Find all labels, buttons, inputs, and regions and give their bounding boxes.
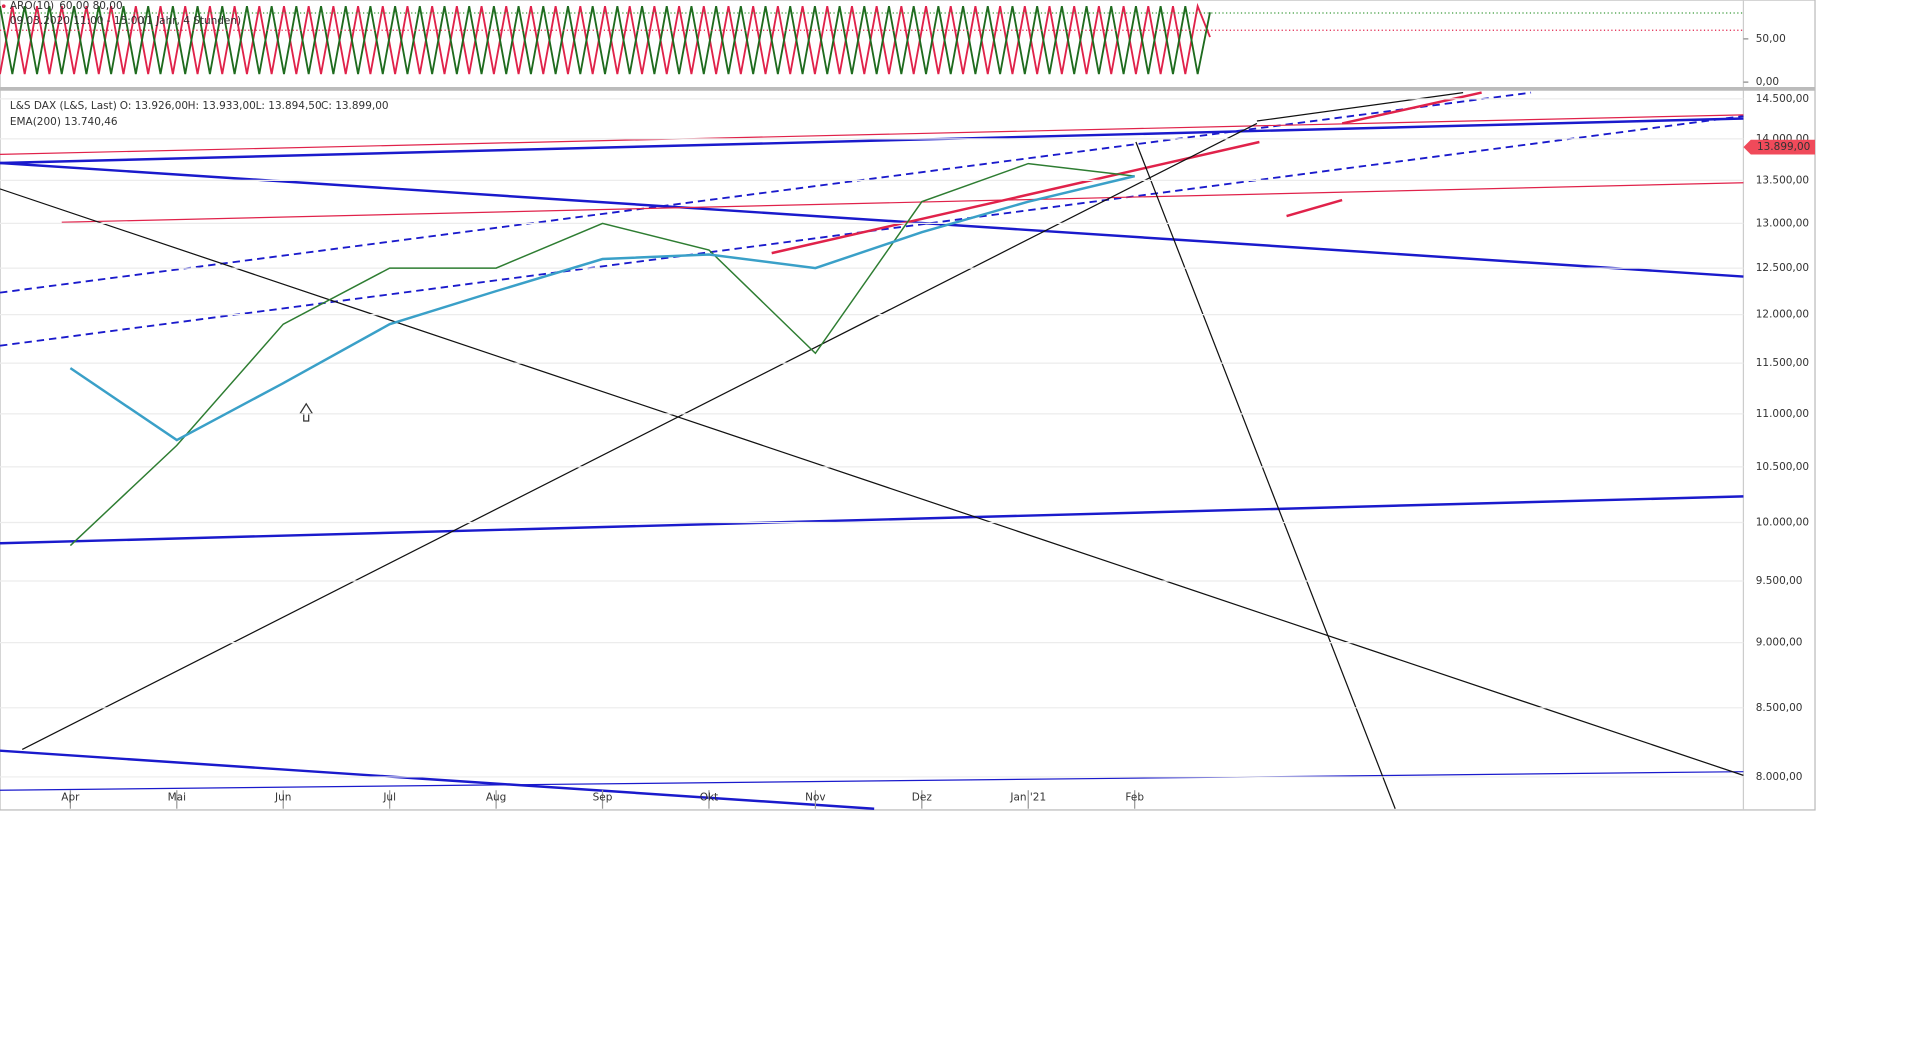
trend-line — [0, 495, 1744, 545]
trend-line — [0, 749, 875, 810]
x-tick-label: Aug — [486, 792, 506, 804]
frame — [0, 0, 1816, 811]
indicator-level: 80,00 — [93, 0, 123, 12]
trend-line — [0, 161, 1744, 278]
y-tick-label: 8.500,00 — [1756, 702, 1803, 714]
x-tick-label: Nov — [805, 792, 825, 804]
last-price-marker — [1743, 139, 1816, 155]
trend-line — [1286, 198, 1343, 218]
indicator-name: ARO(10) — [10, 0, 54, 12]
y-tick-label: 10.000,00 — [1756, 517, 1809, 529]
x-tick-label: Dez — [912, 792, 933, 804]
y-tick-label: 0,00 — [1756, 76, 1779, 88]
y-tick-label: 10.500,00 — [1756, 461, 1809, 473]
trend-line — [1135, 141, 1396, 809]
y-tick-label: 9.500,00 — [1756, 575, 1803, 587]
chart-area: ARO(10) 60,00 80,00 09.03.2020 11:00 - 1… — [0, 0, 1816, 811]
y-tick-label: 14.500,00 — [1756, 93, 1809, 105]
y-tick-label: 8.000,00 — [1756, 771, 1803, 783]
price-line — [69, 162, 1135, 547]
indicator-level: 60,00 — [59, 0, 89, 12]
x-tick-label: Jan '21 — [1009, 792, 1046, 804]
trend-line — [0, 771, 1744, 791]
y-tick-label: 50,00 — [1756, 33, 1786, 45]
x-tick-label: Apr — [61, 792, 80, 804]
x-tick-label: Mai — [168, 792, 186, 804]
x-tick-label: Jun — [274, 792, 291, 804]
y-tick-label: 13.000,00 — [1756, 217, 1809, 229]
trend-line — [0, 117, 1744, 165]
x-tick-label: Jul — [382, 792, 396, 804]
trend-line — [771, 140, 1260, 255]
y-tick-label: 11.000,00 — [1756, 408, 1809, 420]
last-price-label: 13.899,00 — [1757, 141, 1810, 153]
y-tick-label: 12.000,00 — [1756, 309, 1809, 321]
ohlc: O: 13.926,00 — [120, 100, 188, 112]
aroon-up — [0, 6, 1211, 75]
y-tick-label: 12.500,00 — [1756, 262, 1809, 274]
legend-dot — [1, 4, 6, 9]
y-tick-label: 13.500,00 — [1756, 174, 1809, 186]
period: 09.03.2020 11:00 - 15:00 — [10, 15, 144, 27]
arrow-annotation — [298, 402, 314, 422]
trend-line — [0, 114, 1744, 155]
ema-value: 13.740,46 — [64, 116, 118, 128]
y-tick-label: 11.500,00 — [1756, 357, 1809, 369]
legend-ema: EMA(200) — [10, 116, 61, 128]
x-tick-label: Okt — [700, 792, 718, 804]
span: (1 Jahr, 4 Stunden) — [142, 15, 241, 27]
ohlc: H: 13.933,00 — [188, 100, 256, 112]
ohlc: C: 13.899,00 — [321, 100, 389, 112]
y-tick-label: 9.000,00 — [1756, 637, 1803, 649]
trend-line — [21, 122, 1258, 751]
x-tick-label: Feb — [1125, 792, 1144, 804]
trend-line — [1256, 91, 1464, 122]
trend-lines — [0, 91, 1744, 810]
x-tick-label: Sep — [593, 792, 613, 804]
trend-line — [0, 188, 1744, 776]
y-tick-label: 14.000,00 — [1756, 133, 1809, 145]
ema-line — [69, 174, 1135, 442]
trend-line — [61, 182, 1744, 223]
trend-line — [1341, 91, 1482, 125]
aroon-down — [0, 2, 1211, 75]
ohlc: L: 13.894,50 — [256, 100, 322, 112]
legend-price: L&S DAX (L&S, Last) — [10, 100, 117, 112]
